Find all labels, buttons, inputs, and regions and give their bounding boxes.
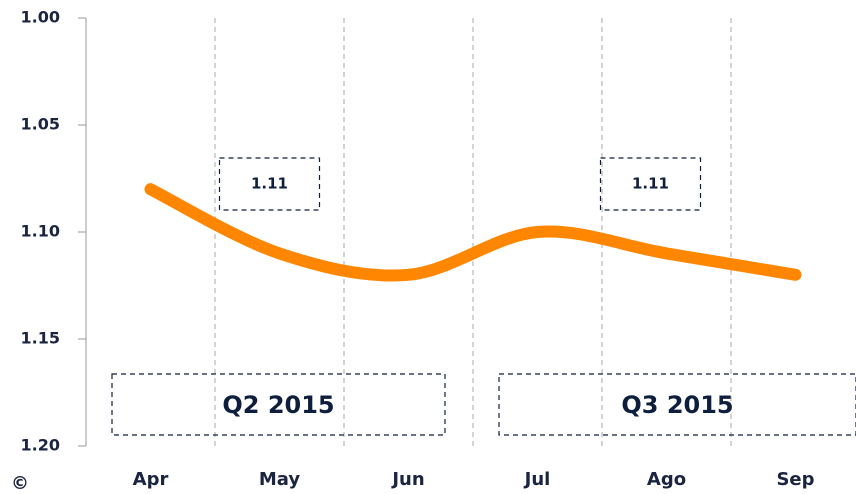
period-box	[498, 373, 856, 436]
annotation-box	[218, 157, 321, 211]
copyright: ©	[11, 473, 29, 494]
y-tick-label: 1.15	[21, 329, 60, 348]
period-box	[111, 373, 446, 436]
x-tick-label: Sep	[776, 469, 814, 490]
y-tick-label: 1.10	[21, 222, 60, 241]
y-tick-label: 1.05	[21, 115, 60, 134]
period-label: Q3 2015	[621, 391, 733, 419]
x-tick-label: Apr	[133, 469, 169, 490]
x-tick-label: May	[259, 469, 301, 490]
period-label: Q2 2015	[222, 391, 334, 419]
annotation: 1.11	[251, 175, 288, 193]
line	[144, 183, 802, 282]
y-tick-label: 1.20	[21, 436, 60, 455]
x-tick-label: Ago	[647, 469, 686, 490]
annotation-box	[599, 157, 702, 211]
x-tick-label: Jul	[523, 469, 551, 490]
annotation: 1.11	[632, 175, 669, 193]
y-tick-label: 1.00	[21, 8, 60, 27]
x-tick-label: Jun	[390, 469, 424, 490]
